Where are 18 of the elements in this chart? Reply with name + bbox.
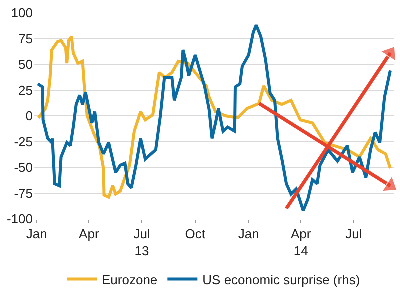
x-tick-label: Jul xyxy=(346,226,362,242)
y-tick-label: 75 xyxy=(18,31,33,46)
y-tick-label: -75 xyxy=(14,186,33,201)
x-tick-label: Jan xyxy=(238,226,260,242)
x-tick-label: Jan xyxy=(26,226,48,242)
x-tick-label: Oct xyxy=(185,226,206,242)
legend-label: Eurozone xyxy=(102,272,158,288)
x-tick-label: Apr xyxy=(79,226,100,242)
y-tick-label: 25 xyxy=(18,82,33,98)
x-tick-label: Apr 14 xyxy=(290,226,312,258)
y-tick-label: -100 xyxy=(6,212,33,227)
y-tick-label: 100 xyxy=(11,6,33,21)
y-tick-label: 0 xyxy=(26,108,33,124)
y-tick-label: 50 xyxy=(18,57,33,72)
y-tick-label: -50 xyxy=(14,160,33,176)
y-tick-label: -25 xyxy=(14,134,33,150)
x-tick-label: Jul 13 xyxy=(134,226,150,258)
legend-label: US economic surprise (rhs) xyxy=(202,272,360,288)
